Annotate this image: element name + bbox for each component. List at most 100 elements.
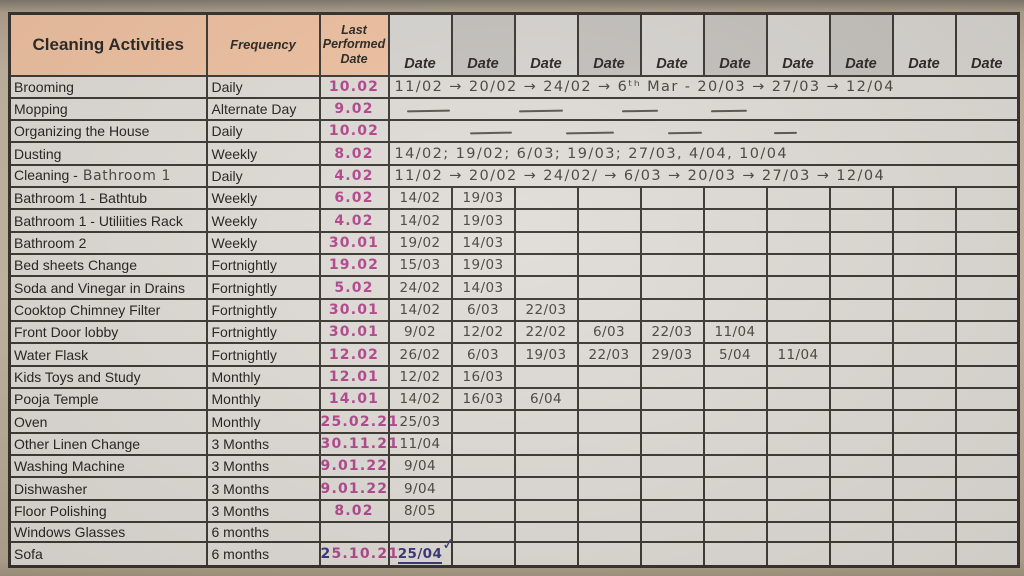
date-cell: 6/04	[513, 387, 579, 412]
date-cell: 22/03	[513, 297, 579, 323]
date-cell	[828, 275, 894, 300]
last-performed-value: 19.02	[328, 257, 380, 274]
frequency-cell: Fortnightly	[205, 297, 321, 323]
date-cell: 12/02	[387, 364, 453, 390]
handwritten-date-value: 11/04	[777, 346, 819, 363]
frequency-cell: Weekly	[205, 186, 321, 211]
date-cell	[828, 230, 894, 256]
activity-label: Organizing the House	[14, 123, 150, 140]
last-performed-cell: 12.01	[318, 364, 390, 390]
date-cell	[702, 498, 768, 524]
handwritten-date-value: 15/03	[399, 257, 441, 274]
date-cell	[828, 541, 894, 568]
activity-label: Cooktop Chimney Filter	[14, 301, 161, 318]
frequency-cell: 6 months	[205, 521, 321, 544]
last-performed-value: 4.02	[334, 167, 374, 184]
table-row: Cleaning - Bathroom 1 Daily 4.02 11/02 → 20…	[8, 163, 1020, 189]
activity-label: Dusting	[14, 145, 62, 162]
date-cell	[828, 342, 894, 367]
table-row: Dishwasher 3 Months 9.01.22 9/04	[8, 476, 1020, 501]
handwritten-date-value: 14/02	[399, 301, 441, 318]
handwritten-date-value: 16/03	[462, 368, 504, 385]
date-cell	[639, 364, 705, 390]
date-cell	[891, 409, 957, 434]
table-row: Bathroom 1 - Bathtub Weekly 6.02 14/02 19/03	[8, 186, 1020, 211]
frequency-cell: Weekly	[205, 141, 321, 166]
last-performed-cell: 9.01.22	[318, 454, 390, 479]
date-cell	[954, 320, 1020, 345]
frequency-cell: Monthly	[205, 409, 321, 434]
table-row: Windows Glasses 6 months	[8, 521, 1020, 544]
date-cell	[765, 320, 831, 345]
last-performed-value: 6.02	[334, 190, 374, 207]
check-mark-icon: ✓	[441, 533, 457, 554]
date-cell: 11/04	[702, 320, 768, 345]
date-cell	[765, 431, 831, 457]
date-cell	[576, 498, 642, 524]
date-cell: 29/03	[639, 342, 705, 367]
date-cell	[765, 476, 831, 501]
date-cell	[954, 409, 1020, 434]
last-performed-value: 5.02	[334, 279, 374, 296]
date-cell	[891, 521, 957, 544]
date-cell	[828, 186, 894, 211]
date-cell	[765, 297, 831, 323]
header-row: Cleaning Activities Frequency Last Perfo…	[8, 12, 1020, 77]
activity-cell: Kids Toys and Study	[8, 364, 208, 390]
date-cell	[639, 498, 705, 524]
handwritten-date-value: 19/03	[462, 190, 504, 207]
handwritten-date-value: 22/02	[525, 324, 567, 341]
date-cell: 25/03	[387, 409, 453, 434]
date-cell: 14/02	[387, 186, 453, 211]
table-row: Bathroom 1 - Utiliities Rack Weekly 4.02 14…	[8, 208, 1020, 233]
date-cell	[450, 476, 516, 501]
header-date-7: Date	[765, 12, 831, 77]
table-row: Other Linen Change 3 Months 30.11.21 11/04	[8, 431, 1020, 457]
header-date-9: Date	[891, 12, 957, 77]
activity-label: Bathroom 1 - Utiliities Rack	[14, 212, 183, 229]
date-cell	[828, 454, 894, 479]
activity-cell: Bathroom 2	[8, 230, 208, 256]
date-cell	[639, 409, 705, 434]
handwritten-date-value: 6/03	[467, 301, 499, 318]
activity-label: Floor Polishing	[14, 502, 107, 519]
date-cell: 11/04	[765, 342, 831, 367]
activity-label: Brooming	[14, 78, 74, 95]
handwritten-date-value: 12/02	[462, 324, 504, 341]
date-cell: 12/02	[450, 320, 516, 345]
handwritten-date-value: 25/04 ✓	[397, 533, 457, 564]
frequency-cell: Fortnightly	[205, 342, 321, 367]
handwritten-date-value: 14/03	[462, 234, 504, 251]
last-performed-cell: 10.02	[318, 74, 390, 99]
handwritten-date-value: 9/02	[404, 324, 436, 341]
date-cell	[513, 541, 579, 568]
handwritten-date-value: 19/03	[462, 257, 504, 274]
handwritten-dates-sequence: 11/02 → 20/02 → 24/02/ → 6/03 → 20/03 → …	[394, 167, 886, 184]
activity-cell: Floor Polishing	[8, 498, 208, 524]
date-cell	[828, 498, 894, 524]
date-cell	[765, 253, 831, 278]
date-cell	[891, 541, 957, 568]
last-performed-cell: 5.02	[318, 275, 390, 300]
date-cell	[828, 297, 894, 323]
date-cell	[954, 297, 1020, 323]
last-performed-value: 30.01	[328, 324, 380, 341]
date-cell	[702, 476, 768, 501]
date-cell	[891, 342, 957, 367]
handwritten-date-value: 12/02	[399, 368, 441, 385]
handwritten-date-value: 6/03	[467, 346, 499, 363]
activity-cell: Brooming	[8, 74, 208, 99]
frequency-cell: 6 months	[205, 541, 321, 568]
date-cell	[639, 387, 705, 412]
date-cell	[639, 186, 705, 211]
last-performed-cell: 30.01	[318, 320, 390, 345]
tick-dash-mark	[711, 109, 748, 113]
table-row: Floor Polishing 3 Months 8.02 8/05	[8, 498, 1020, 524]
date-cell	[828, 431, 894, 457]
date-cell: 24/02	[387, 275, 453, 300]
table-row: Bathroom 2 Weekly 30.01 19/02 14/03	[8, 230, 1020, 256]
date-cell	[954, 364, 1020, 390]
dates-span-cell: 14/02; 19/02; 6/03; 19/03; 27/03, 4/04, …	[387, 141, 1020, 166]
dates-span-cell: 11/02 → 20/02 → 24/02/ → 6/03 → 20/03 → …	[387, 163, 1020, 189]
